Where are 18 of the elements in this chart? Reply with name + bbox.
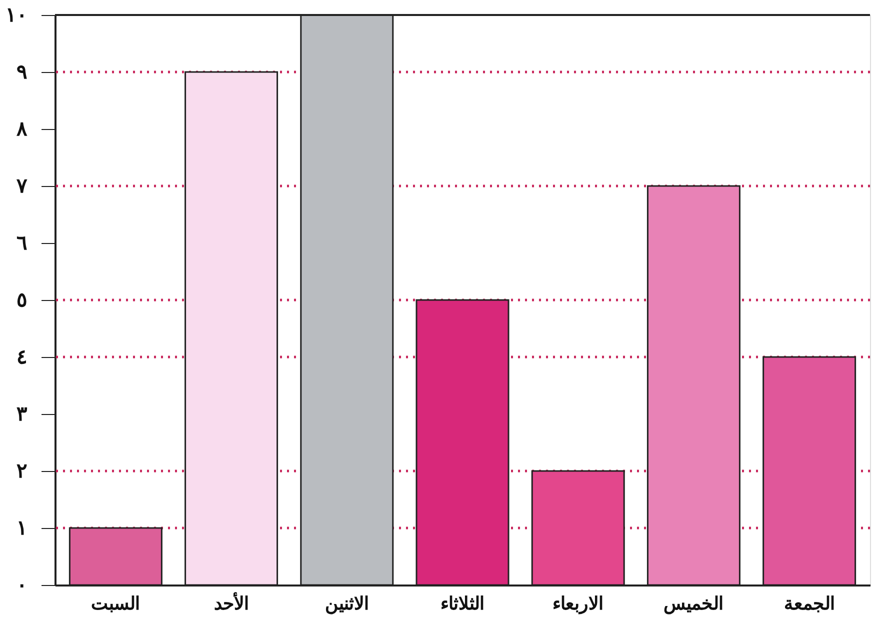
- x-tick-label: السبت: [91, 594, 140, 614]
- x-tick-label: الجمعة: [784, 594, 835, 614]
- y-tick-label: ٠: [16, 572, 28, 596]
- y-tick-label: ٦: [16, 230, 28, 254]
- x-tick-label: الثلاثاء: [440, 594, 484, 614]
- y-tick-label: ١: [16, 516, 28, 540]
- y-tick-label: ٥: [16, 288, 28, 312]
- y-tick-label: ٨: [16, 116, 28, 140]
- x-tick-label: الخميس: [664, 594, 724, 614]
- y-tick-label: ٩: [16, 60, 28, 84]
- y-tick-label: ٧: [16, 174, 28, 198]
- y-tick-label: ١٠: [6, 2, 28, 26]
- y-tick-label: ٤: [16, 344, 28, 368]
- x-tick-label: الاثنين: [324, 594, 369, 614]
- y-tick-label: ٢: [16, 458, 28, 482]
- x-tick-label: الاربعاء: [552, 594, 604, 614]
- x-tick-label: الأحد: [214, 592, 249, 614]
- y-tick-label: ٣: [16, 402, 28, 426]
